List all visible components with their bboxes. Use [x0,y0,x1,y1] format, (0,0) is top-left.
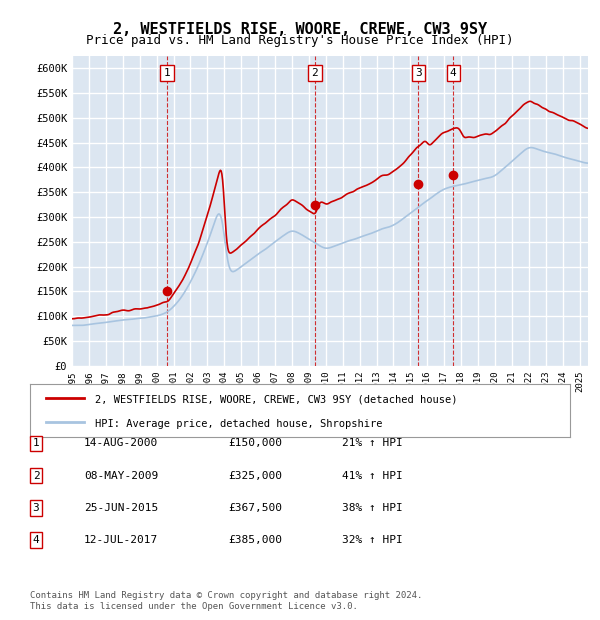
Text: Contains HM Land Registry data © Crown copyright and database right 2024.
This d: Contains HM Land Registry data © Crown c… [30,591,422,611]
Text: 14-AUG-2000: 14-AUG-2000 [84,438,158,448]
Text: 4: 4 [32,535,40,545]
Text: £325,000: £325,000 [228,471,282,480]
Text: 08-MAY-2009: 08-MAY-2009 [84,471,158,480]
Text: 21% ↑ HPI: 21% ↑ HPI [342,438,403,448]
Text: 25-JUN-2015: 25-JUN-2015 [84,503,158,513]
Text: £367,500: £367,500 [228,503,282,513]
Text: 38% ↑ HPI: 38% ↑ HPI [342,503,403,513]
Text: 1: 1 [32,438,40,448]
Text: 3: 3 [415,68,422,78]
Text: 41% ↑ HPI: 41% ↑ HPI [342,471,403,480]
Text: 3: 3 [32,503,40,513]
Text: £150,000: £150,000 [228,438,282,448]
Text: 1: 1 [164,68,170,78]
Text: £385,000: £385,000 [228,535,282,545]
Text: Price paid vs. HM Land Registry's House Price Index (HPI): Price paid vs. HM Land Registry's House … [86,34,514,47]
Text: 2, WESTFIELDS RISE, WOORE, CREWE, CW3 9SY (detached house): 2, WESTFIELDS RISE, WOORE, CREWE, CW3 9S… [95,394,457,404]
Text: 12-JUL-2017: 12-JUL-2017 [84,535,158,545]
Text: 2: 2 [32,471,40,480]
Text: HPI: Average price, detached house, Shropshire: HPI: Average price, detached house, Shro… [95,419,382,429]
Text: 32% ↑ HPI: 32% ↑ HPI [342,535,403,545]
Text: 2: 2 [311,68,318,78]
Text: 4: 4 [450,68,457,78]
Text: 2, WESTFIELDS RISE, WOORE, CREWE, CW3 9SY: 2, WESTFIELDS RISE, WOORE, CREWE, CW3 9S… [113,22,487,37]
